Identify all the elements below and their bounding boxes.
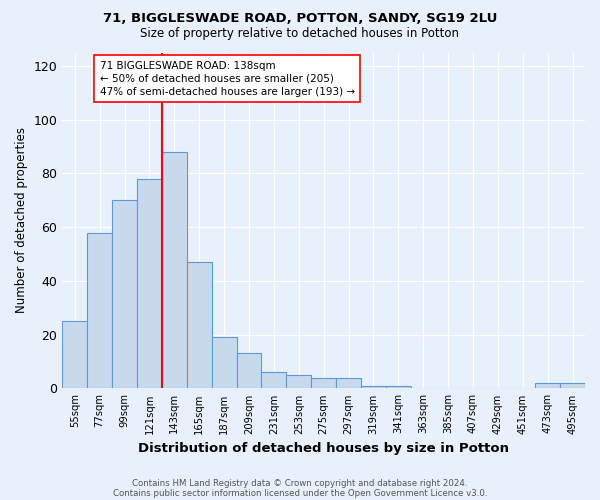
Bar: [187, 262, 212, 388]
X-axis label: Distribution of detached houses by size in Potton: Distribution of detached houses by size …: [138, 442, 509, 455]
Bar: [560, 383, 585, 388]
Bar: [112, 200, 137, 388]
Bar: [137, 179, 162, 388]
Bar: [336, 378, 361, 388]
Y-axis label: Number of detached properties: Number of detached properties: [15, 128, 28, 314]
Bar: [361, 386, 386, 388]
Bar: [311, 378, 336, 388]
Bar: [535, 383, 560, 388]
Text: 71 BIGGLESWADE ROAD: 138sqm
← 50% of detached houses are smaller (205)
47% of se: 71 BIGGLESWADE ROAD: 138sqm ← 50% of det…: [100, 60, 355, 97]
Bar: [262, 372, 286, 388]
Bar: [62, 321, 87, 388]
Text: Contains HM Land Registry data © Crown copyright and database right 2024.: Contains HM Land Registry data © Crown c…: [132, 478, 468, 488]
Bar: [236, 354, 262, 388]
Text: Size of property relative to detached houses in Potton: Size of property relative to detached ho…: [140, 28, 460, 40]
Bar: [162, 152, 187, 388]
Bar: [212, 338, 236, 388]
Bar: [386, 386, 411, 388]
Text: 71, BIGGLESWADE ROAD, POTTON, SANDY, SG19 2LU: 71, BIGGLESWADE ROAD, POTTON, SANDY, SG1…: [103, 12, 497, 26]
Text: Contains public sector information licensed under the Open Government Licence v3: Contains public sector information licen…: [113, 488, 487, 498]
Bar: [87, 232, 112, 388]
Bar: [286, 375, 311, 388]
